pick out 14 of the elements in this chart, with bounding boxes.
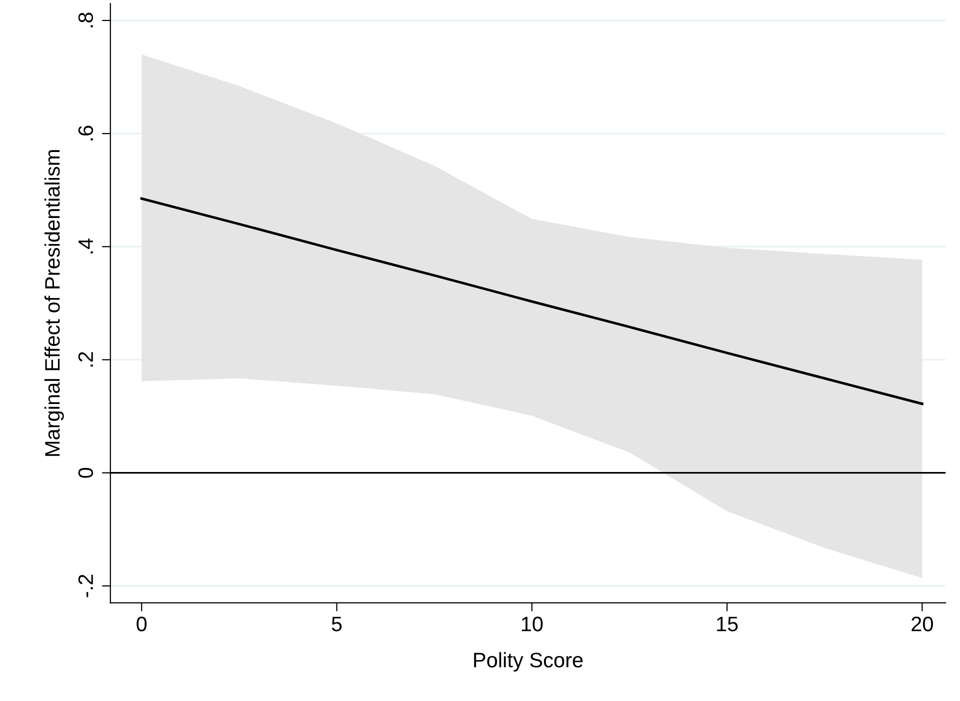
y-tick-label: .4: [78, 238, 93, 254]
y-tick-label: .8: [78, 12, 94, 28]
y-tick-label: 0: [78, 468, 94, 478]
x-tick-label: 15: [717, 616, 738, 632]
y-axis-title: Marginal Effect of Presidentialism: [44, 150, 64, 456]
line-series: [140, 197, 924, 406]
x-tick-label: 5: [332, 616, 342, 632]
y-tick-label: .2: [78, 352, 93, 367]
x-axis-title: Polity Score: [474, 652, 583, 672]
y-tick-label: -.2: [78, 574, 93, 598]
x-tick-label: 0: [136, 616, 147, 632]
y-tick-label: .6: [78, 126, 94, 140]
x-tick-label: 10: [522, 616, 543, 632]
x-tick-label: 20: [912, 616, 933, 632]
